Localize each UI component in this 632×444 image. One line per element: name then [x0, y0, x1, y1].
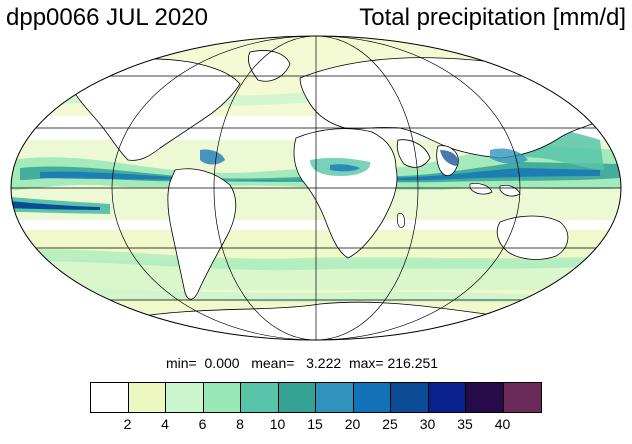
- colorbar-tick-label: 40: [494, 416, 511, 432]
- south-america-coast: [167, 168, 237, 300]
- eurasia-coast: [299, 57, 608, 159]
- colorbar-tick-label: 8: [236, 416, 244, 432]
- colorbar-tick-label: 6: [198, 416, 207, 432]
- mean-value: 3.222: [306, 355, 342, 371]
- colorbar-swatch: [128, 383, 166, 412]
- colorbar-tick-label: 10: [269, 416, 286, 432]
- colorbar-tick-label: 15: [307, 416, 323, 432]
- graticule: [11, 36, 621, 340]
- colorbar-labels: 2 4 6 8 10 15 20 25 30 35 40: [90, 416, 542, 434]
- globe-outline: [10, 35, 622, 341]
- colorbar-swatch: [241, 383, 279, 412]
- colorbar-swatch: [203, 383, 241, 412]
- map-title-variable: Total precipitation [mm/d]: [359, 4, 626, 31]
- colorbar-tick-label: 4: [161, 416, 169, 432]
- colorbar-swatch: [466, 383, 504, 412]
- colorbar-swatch: [353, 383, 391, 412]
- colorbar-swatch: [166, 383, 204, 412]
- north-america-coast: [71, 58, 241, 161]
- colorbar-tick-label: 2: [123, 416, 132, 432]
- field-statistics: min= 0.000 mean= 3.222 max= 216.251: [166, 355, 439, 371]
- colorbar-tick-label: 30: [419, 416, 436, 432]
- min-value: 0.000: [204, 355, 240, 371]
- australia-coast: [496, 215, 569, 260]
- colorbar-swatch: [428, 383, 466, 412]
- colorbar-swatch: [316, 383, 354, 412]
- colorbar-tick-label: 35: [457, 416, 473, 432]
- colorbar-swatch: [391, 383, 429, 412]
- colorbar-swatch: [278, 383, 316, 412]
- colorbar-tick-label: 20: [344, 416, 361, 432]
- colorbar-tick-label: 25: [382, 416, 398, 432]
- map-title-experiment: dpp0066 JUL 2020: [6, 4, 208, 31]
- colorbar-swatch: [503, 383, 541, 412]
- max-value: 216.251: [387, 355, 439, 371]
- colorbar-swatch: [91, 383, 129, 412]
- colorbar: [90, 382, 542, 413]
